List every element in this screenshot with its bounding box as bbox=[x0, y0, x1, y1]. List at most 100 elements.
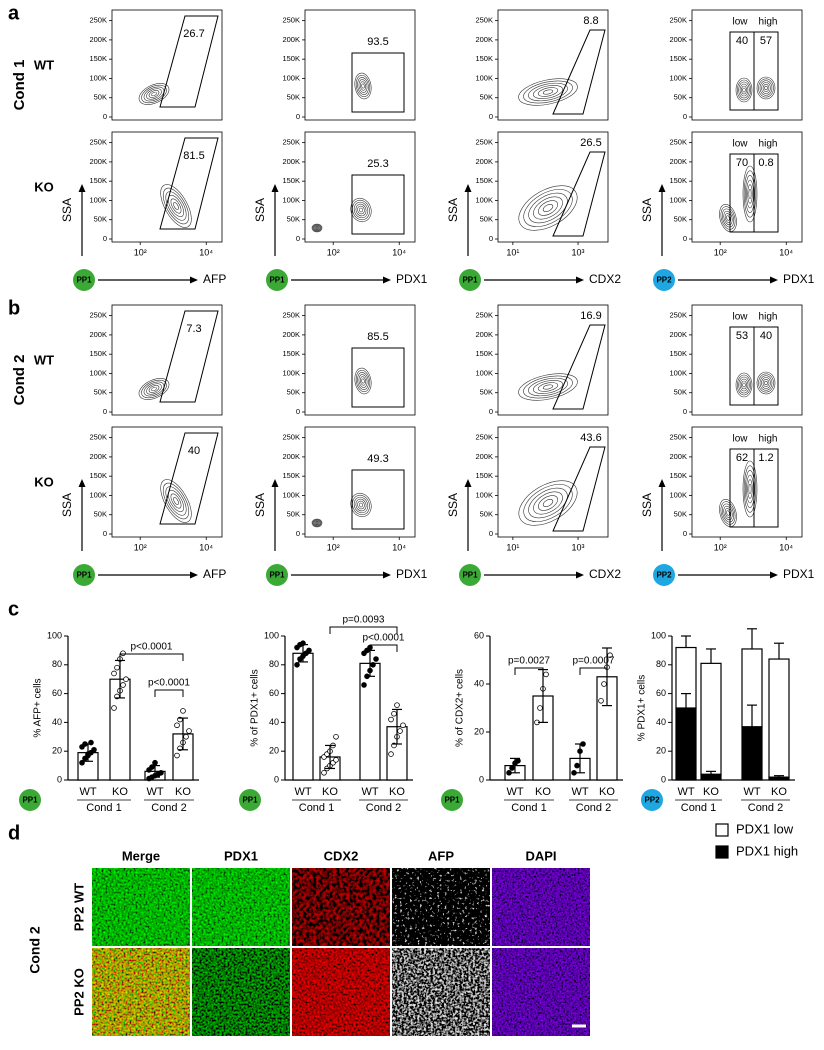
data-point bbox=[391, 710, 397, 717]
plot-frame bbox=[497, 131, 609, 243]
y-tick-label: 80 bbox=[52, 659, 62, 669]
contour-line bbox=[537, 382, 559, 392]
gate-name: low bbox=[732, 434, 748, 445]
y-axis-label: % PDX1+ cells bbox=[637, 675, 648, 741]
condition-label: Cond 1 bbox=[11, 60, 28, 111]
data-point bbox=[111, 705, 117, 711]
y-axis-label: SSA bbox=[253, 493, 267, 517]
y-tick-label: 200K bbox=[669, 157, 687, 166]
p-value: p<0.0001 bbox=[131, 642, 173, 653]
y-tick-label: 250K bbox=[669, 433, 687, 442]
contour-line bbox=[352, 494, 370, 516]
plot-frame bbox=[111, 426, 223, 538]
contour-line bbox=[747, 184, 753, 204]
contour-line bbox=[141, 84, 167, 104]
contour-line bbox=[764, 380, 768, 386]
y-tick-label: 50K bbox=[674, 388, 687, 397]
contour-line bbox=[355, 498, 367, 512]
y-tick-label: 20 bbox=[656, 746, 666, 756]
arrow-head bbox=[190, 276, 198, 284]
data-point bbox=[152, 759, 158, 766]
y-tick-label: 250K bbox=[282, 16, 300, 25]
y-tick-label: 50K bbox=[94, 215, 107, 224]
y-tick-label: 0 bbox=[57, 774, 62, 784]
legend-label: PDX1 high bbox=[736, 843, 798, 858]
contour-line bbox=[361, 378, 365, 384]
y-tick-label: 0 bbox=[489, 112, 493, 121]
gate-percent: 1.2 bbox=[758, 452, 773, 464]
data-point bbox=[120, 682, 126, 688]
contour-line bbox=[745, 175, 755, 213]
contour-line bbox=[726, 215, 730, 221]
group-label: Cond 1 bbox=[511, 802, 546, 814]
data-point bbox=[174, 752, 180, 759]
arrow-head bbox=[383, 276, 391, 284]
contour-line bbox=[170, 198, 182, 214]
data-point bbox=[111, 670, 117, 677]
channel-label: CDX2 bbox=[324, 848, 359, 863]
y-tick-label: 20 bbox=[52, 746, 62, 756]
y-tick-label: 50K bbox=[287, 215, 300, 224]
contour-line bbox=[542, 498, 554, 508]
population-badge bbox=[441, 789, 463, 811]
y-tick-label: 200K bbox=[89, 452, 107, 461]
group-label: Cond 1 bbox=[299, 802, 334, 814]
y-tick-label: 100K bbox=[282, 490, 300, 499]
contour-line bbox=[523, 80, 573, 104]
contour-line bbox=[726, 510, 730, 516]
plot-frame bbox=[304, 9, 416, 121]
y-tick-label: 100K bbox=[669, 490, 687, 499]
contour-line bbox=[739, 83, 749, 97]
category-label: WT bbox=[361, 786, 378, 798]
population-label: PP2 bbox=[656, 571, 672, 580]
y-tick-label: 20 bbox=[269, 746, 279, 756]
data-point bbox=[294, 661, 300, 668]
contour-line bbox=[523, 375, 573, 399]
gate-percent: 25.3 bbox=[367, 158, 388, 170]
arrow-head bbox=[271, 184, 279, 192]
y-tick-label: 100K bbox=[475, 195, 493, 204]
y-tick-label: 150K bbox=[475, 176, 493, 185]
data-point bbox=[388, 751, 394, 757]
plot-frame bbox=[111, 9, 223, 121]
y-tick-label: 150K bbox=[475, 54, 493, 63]
y-tick-label: 150K bbox=[475, 471, 493, 480]
population-badge bbox=[653, 564, 675, 586]
y-tick-label: 40 bbox=[52, 717, 62, 727]
contour-line bbox=[311, 223, 323, 233]
legend-label: PDX1 low bbox=[736, 821, 794, 836]
x-tick-label: 10² bbox=[327, 247, 340, 257]
y-tick-label: 250K bbox=[669, 311, 687, 320]
contour-line bbox=[743, 170, 757, 218]
y-tick-label: 200K bbox=[669, 452, 687, 461]
data-point bbox=[306, 647, 312, 654]
population-label: PP1 bbox=[462, 571, 478, 580]
data-point bbox=[397, 728, 403, 734]
contour-line bbox=[160, 479, 192, 523]
population-badge bbox=[641, 789, 663, 811]
data-point bbox=[543, 671, 549, 678]
group-label: Cond 2 bbox=[748, 802, 783, 814]
contour-line bbox=[314, 520, 320, 526]
arrow-head bbox=[271, 479, 279, 487]
contour-line bbox=[735, 77, 753, 103]
panel-letter: b bbox=[8, 297, 20, 319]
y-tick-label: 100K bbox=[475, 73, 493, 82]
contour-line bbox=[151, 386, 157, 392]
plot-frame bbox=[691, 426, 803, 538]
gate bbox=[351, 347, 405, 408]
gate bbox=[552, 446, 606, 532]
contour-line bbox=[359, 376, 367, 386]
y-tick-label: 0 bbox=[661, 774, 666, 784]
contour-line bbox=[738, 376, 750, 394]
contour-line bbox=[756, 76, 776, 100]
x-axis-label: AFP bbox=[203, 272, 226, 286]
gate bbox=[552, 324, 606, 410]
x-tick-label: 10² bbox=[134, 247, 147, 257]
bar-segment bbox=[700, 773, 722, 781]
micrograph-signal bbox=[492, 868, 590, 946]
x-tick-label: 10² bbox=[134, 542, 147, 552]
category-label: WT bbox=[506, 786, 523, 798]
arrow-head bbox=[464, 184, 472, 192]
contour-line bbox=[358, 79, 368, 93]
